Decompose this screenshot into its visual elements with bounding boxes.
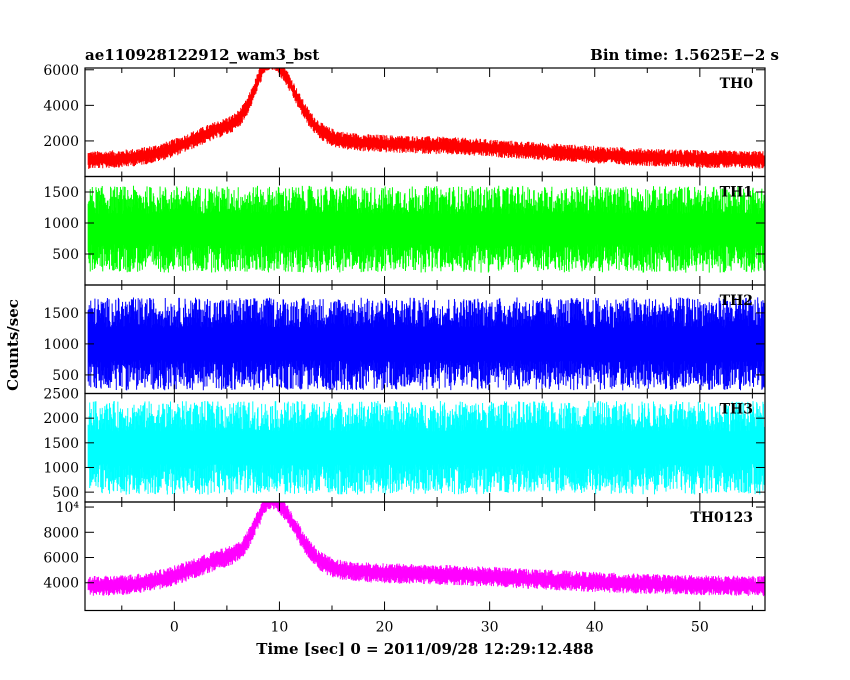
- x-tick-label: 0: [170, 620, 179, 636]
- series-th3: [87, 400, 765, 495]
- bin-time-label: Bin time: 1.5625E−2 s: [590, 46, 779, 64]
- panel-label-th0: TH0: [720, 76, 754, 92]
- series-th2: [87, 297, 765, 391]
- y-tick-label: 500: [52, 247, 79, 263]
- panel-frame-th0123: [84, 501, 766, 612]
- y-tick-label: 500: [52, 368, 79, 384]
- x-tick-label: 10: [271, 620, 289, 636]
- y-tick-label: 2000: [43, 134, 79, 150]
- y-tick-label: 10⁴: [56, 500, 80, 516]
- y-tick-label: 1500: [43, 306, 79, 322]
- panel-label-th0123: TH0123: [690, 510, 753, 526]
- series-th0123: [87, 502, 765, 597]
- x-tick-label: 50: [691, 620, 709, 636]
- x-tick-label: 30: [481, 620, 499, 636]
- y-tick-label: 8000: [43, 525, 79, 541]
- y-tick-label: 1500: [43, 436, 79, 452]
- x-tick-label: 40: [586, 620, 604, 636]
- y-tick-label: 500: [52, 485, 79, 501]
- x-tick-label: 20: [376, 620, 394, 636]
- y-tick-label: 1500: [43, 185, 79, 201]
- y-tick-label: 4000: [43, 98, 79, 114]
- series-th0: [87, 68, 765, 169]
- y-tick-label: 2000: [43, 411, 79, 427]
- panel-label-th2: TH2: [720, 293, 753, 309]
- y-tick-label: 6000: [43, 551, 79, 567]
- y-tick-label: 2500: [43, 387, 79, 403]
- x-axis-label: Time [sec] 0 = 2011/09/28 12:29:12.488: [256, 640, 593, 658]
- series-th1: [87, 185, 765, 273]
- panels-group: TH0200040006000TH150010001500TH250010001…: [43, 63, 766, 636]
- y-axis-label: Counts/sec: [4, 299, 22, 391]
- y-tick-label: 1000: [43, 460, 79, 476]
- panel-label-th1: TH1: [720, 185, 753, 201]
- y-tick-label: 1000: [43, 337, 79, 353]
- y-tick-label: 6000: [43, 63, 79, 79]
- y-tick-label: 4000: [43, 576, 79, 592]
- chart-title: ae110928122912_wam3_bst: [85, 46, 319, 64]
- y-tick-label: 1000: [43, 216, 79, 232]
- panel-label-th3: TH3: [720, 402, 753, 418]
